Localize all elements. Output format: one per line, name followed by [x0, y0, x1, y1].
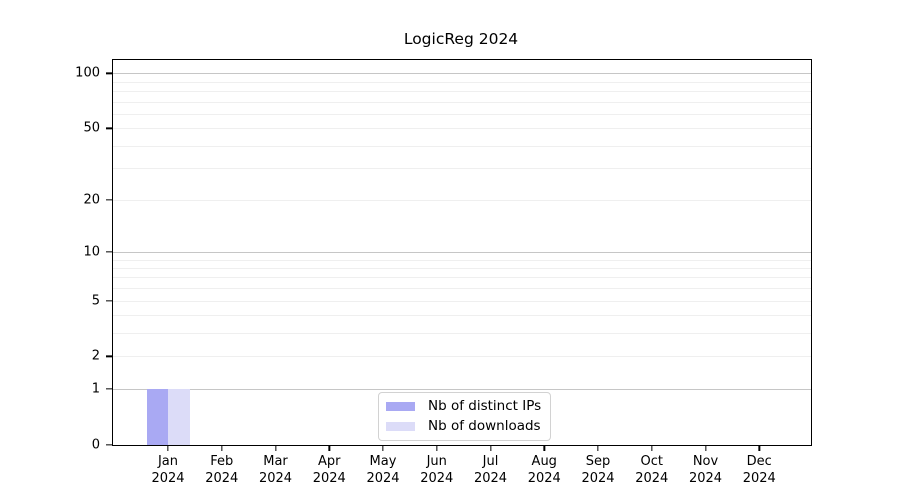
y-tick-mark [106, 444, 113, 446]
x-tick-label: Jun 2024 [420, 454, 454, 486]
y-tick-label: 0 [91, 437, 100, 453]
y-tick-mark [106, 355, 113, 358]
legend-entry-downloads: Nb of downloads [386, 418, 541, 434]
x-tick-mark [328, 445, 330, 451]
y-tick-mark [106, 199, 113, 201]
y-tick-label: 1 [91, 381, 100, 397]
y-tick-label: 100 [75, 65, 100, 81]
y-tick-label: 2 [91, 348, 100, 364]
legend-label-downloads: Nb of downloads [428, 418, 541, 434]
y-tick-label: 20 [83, 192, 100, 208]
chart-title: LogicReg 2024 [403, 30, 519, 48]
x-tick-label: Sep 2024 [581, 454, 615, 486]
x-tick-mark [489, 445, 492, 451]
legend-swatch-distinct-ips [386, 401, 415, 411]
y-tick-label: 50 [83, 120, 100, 136]
x-tick-mark [597, 445, 599, 451]
y-gridline-major [113, 389, 811, 391]
y-tick-mark [106, 72, 113, 74]
x-tick-mark [651, 445, 653, 451]
x-tick-mark [704, 445, 707, 451]
y-tick-mark [106, 388, 113, 390]
y-tick-mark [106, 300, 113, 302]
y-gridline-minor [113, 277, 811, 279]
x-tick-label: Feb 2024 [205, 454, 239, 486]
plot-area: Nb of distinct IPs Nb of downloads 0 1 2 5 1… [75, 59, 812, 486]
x-tick-label: Dec 2024 [742, 454, 776, 486]
y-gridline-minor [113, 315, 811, 317]
y-tick-mark [106, 127, 113, 129]
y-gridline-minor [113, 300, 811, 302]
y-gridline-minor [113, 267, 811, 269]
x-tick-label: May 2024 [366, 454, 400, 486]
y-gridline-minor [113, 128, 811, 130]
y-gridline-minor [113, 259, 811, 261]
y-gridline-minor [113, 168, 811, 170]
y-gridline-minor [113, 333, 811, 335]
x-tick-label: Jul 2024 [473, 454, 508, 486]
y-gridline-minor [113, 81, 811, 83]
x-tick-mark [758, 445, 760, 451]
x-tick-mark [274, 445, 277, 451]
x-tick-label: Jan 2024 [151, 454, 185, 486]
x-tick-label: Apr 2024 [312, 454, 346, 486]
x-tick-mark [543, 445, 545, 451]
x-tick-label: Aug 2024 [527, 454, 561, 486]
legend-entry-distinct-ips: Nb of distinct IPs [386, 398, 541, 414]
x-tick-label: Mar 2024 [258, 454, 293, 486]
x-tick-mark [382, 445, 384, 451]
x-tick-mark [436, 445, 438, 451]
y-gridline-minor [113, 90, 811, 92]
y-gridline-minor [113, 356, 811, 358]
y-tick-mark [106, 251, 113, 253]
legend-label-distinct-ips: Nb of distinct IPs [428, 398, 542, 414]
y-gridline-minor [113, 199, 811, 201]
y-gridline-major [113, 251, 811, 253]
x-tick-mark [221, 445, 223, 451]
y-gridline-minor [113, 113, 811, 115]
x-tick-label: Nov 2024 [688, 454, 723, 486]
x-tick-mark [167, 445, 169, 451]
bar-downloads [168, 389, 190, 445]
x-tick-label: Oct 2024 [635, 454, 669, 486]
y-tick-label: 5 [91, 293, 100, 309]
y-gridline-minor [113, 101, 811, 103]
legend: Nb of distinct IPs Nb of downloads [378, 392, 552, 441]
y-gridline-minor [113, 145, 811, 147]
y-gridline-major [113, 73, 811, 75]
legend-swatch-downloads [386, 421, 415, 431]
y-tick-label: 10 [83, 244, 100, 260]
y-gridline-minor [113, 288, 811, 290]
bar-distinct-ips [146, 389, 168, 445]
